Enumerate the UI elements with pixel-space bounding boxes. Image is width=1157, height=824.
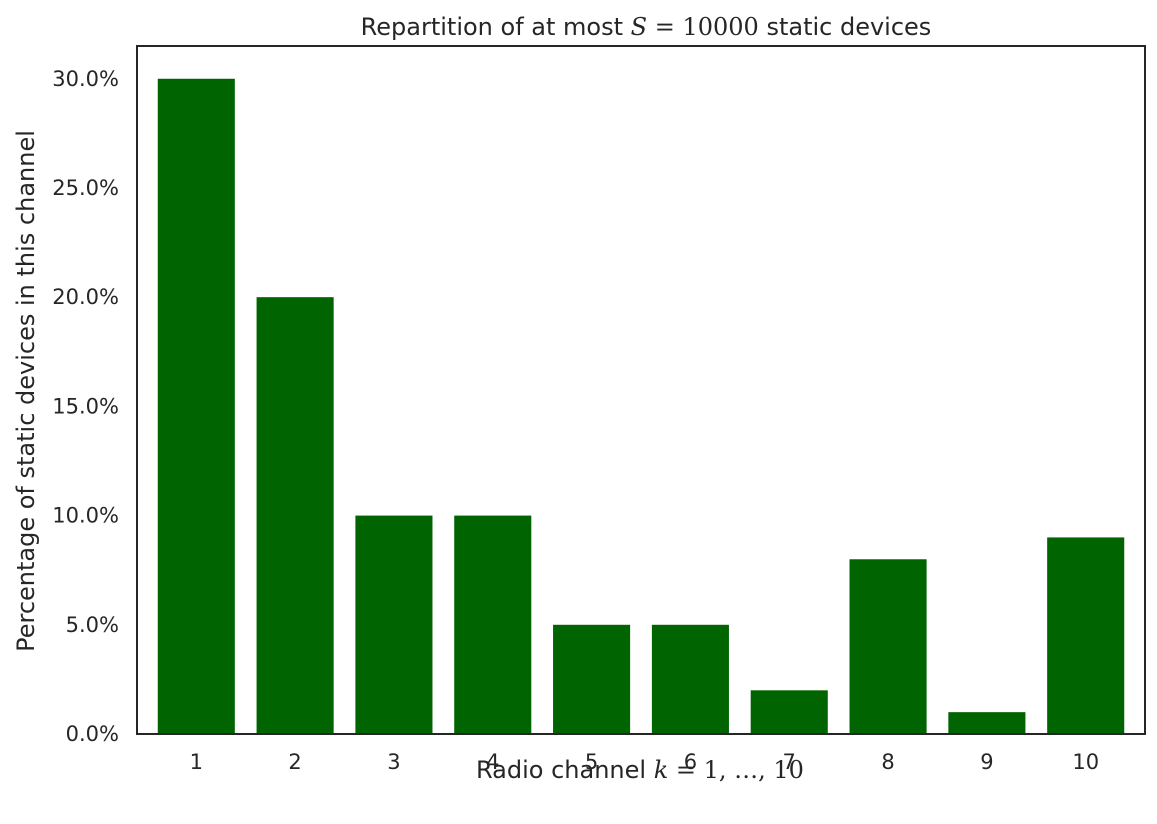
- bar-channel-2: [256, 297, 334, 734]
- bars-group: [157, 78, 1125, 734]
- x-tick-label: 3: [387, 750, 400, 774]
- x-tick-label: 9: [980, 750, 993, 774]
- y-tick-label: 20.0%: [52, 285, 119, 309]
- x-tick-label: 2: [288, 750, 301, 774]
- bar-channel-1: [157, 78, 235, 734]
- y-tick-label: 25.0%: [52, 176, 119, 200]
- x-tick-label: 10: [1072, 750, 1099, 774]
- y-tick-label: 5.0%: [66, 613, 119, 637]
- y-tick-label: 15.0%: [52, 394, 119, 418]
- x-tick-label: 7: [783, 750, 796, 774]
- x-tick-label: 1: [190, 750, 203, 774]
- y-tick-label: 10.0%: [52, 504, 119, 528]
- y-tick-labels: 0.0% 5.0% 10.0% 15.0% 20.0% 25.0% 30.0%: [52, 67, 119, 746]
- x-tick-label: 6: [684, 750, 697, 774]
- x-tick-label: 5: [585, 750, 598, 774]
- bar-channel-6: [651, 624, 729, 734]
- bar-channel-9: [948, 712, 1026, 734]
- x-tick-labels: 1 2 3 4 5 6 7 8 9 10: [190, 750, 1099, 774]
- chart-title: Repartition of at most S = 10000 static …: [361, 13, 932, 41]
- plot-frame: [136, 45, 1146, 735]
- bar-channel-4: [454, 515, 532, 734]
- bar-channel-10: [1047, 537, 1125, 734]
- y-axis-label: Percentage of static devices in this cha…: [12, 130, 40, 652]
- bar-channel-3: [355, 515, 433, 734]
- x-tick-label: 4: [486, 750, 499, 774]
- bar-channel-7: [750, 690, 828, 734]
- bar-channel-8: [849, 559, 927, 734]
- y-tick-label: 0.0%: [66, 722, 119, 746]
- x-axis-label: Radio channel k = 1, …, 10: [476, 756, 804, 784]
- bar-channel-5: [553, 624, 631, 734]
- y-tick-label: 30.0%: [52, 67, 119, 91]
- x-tick-label: 8: [881, 750, 894, 774]
